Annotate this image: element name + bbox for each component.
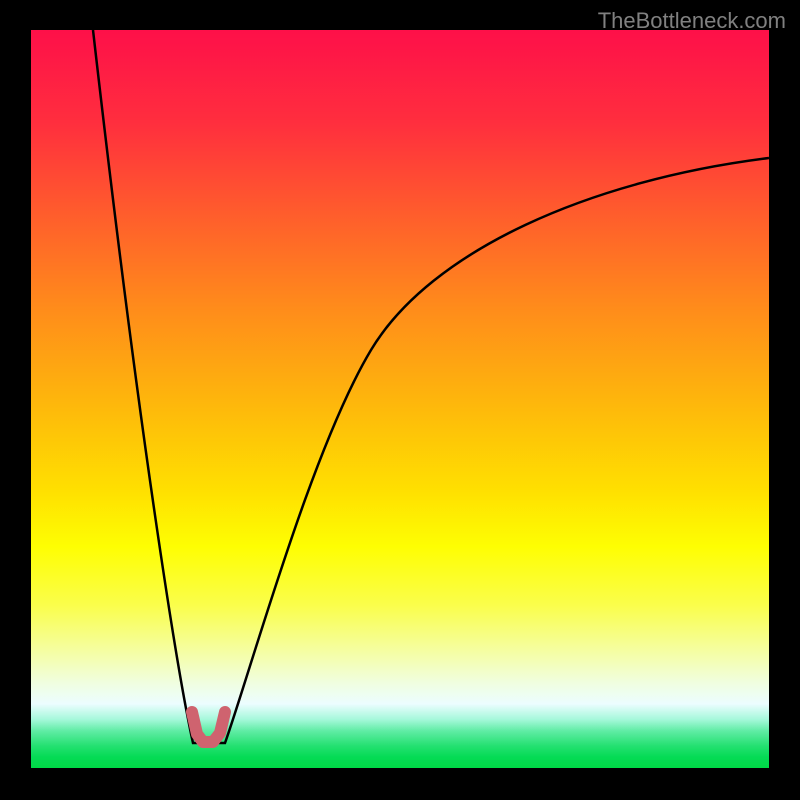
curve-layer <box>31 30 769 768</box>
bottleneck-curve <box>93 30 769 743</box>
watermark-text: TheBottleneck.com <box>598 8 786 34</box>
valley-marker <box>192 712 225 742</box>
plot-area <box>31 30 769 768</box>
chart-container: TheBottleneck.com <box>0 0 800 800</box>
